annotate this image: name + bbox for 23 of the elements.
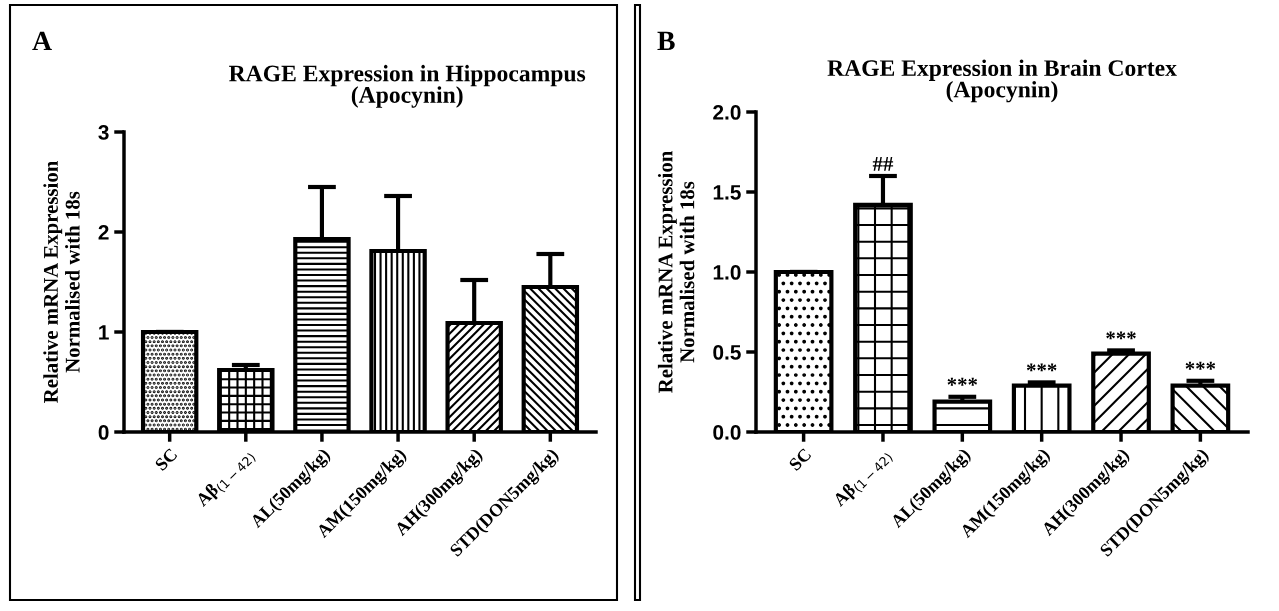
x-tick-label: SC: [788, 447, 812, 472]
annotation: ***: [1106, 331, 1136, 340]
annotation: ***: [947, 377, 978, 386]
y-tick-label: 1.5: [713, 185, 741, 200]
annotation: ***: [1026, 363, 1057, 372]
y-axis-title: Relative mRNA Expression Normalised with 18s: [43, 160, 80, 403]
annotation: ***: [1185, 361, 1216, 370]
annotation: ##: [872, 157, 894, 171]
y-tick-label: 1: [99, 325, 109, 340]
y-tick-label: 2: [98, 225, 109, 240]
x-tick-label: Aβ$_{(1−42)}$: [831, 447, 895, 511]
chart-title: RAGE Expression in Hippocampus (Apocynin): [229, 64, 586, 108]
y-tick-label: 0.0: [713, 425, 741, 440]
y-tick-label: 2.0: [713, 105, 741, 120]
y-tick-label: 3: [98, 125, 109, 140]
y-tick-label: 0.5: [713, 345, 741, 360]
chart-title: RAGE Expression in Brain Cortex (Apocynin): [827, 59, 1177, 103]
y-tick-label: 0: [98, 425, 109, 440]
text: B: [657, 31, 675, 51]
x-tick-label: SC: [154, 447, 178, 472]
text: A: [32, 31, 52, 50]
y-axis-title: Relative mRNA Expression Normalised with 18s: [657, 150, 695, 393]
y-tick-label: 1.0: [713, 265, 741, 280]
